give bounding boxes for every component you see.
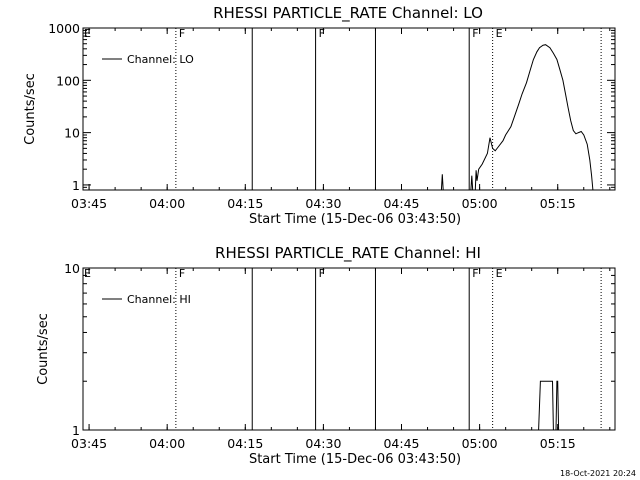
x-tick-label: 04:30 [305, 196, 341, 211]
lo-channel-panel: RHESSI PARTICLE_RATE Channel: LO F F F E E 0… [23, 4, 616, 227]
x-tick-label: 04:15 [227, 196, 263, 211]
lo-axis-ticks: 03:45 04:00 04:15 04:30 04:45 05:00 05:15 1 10 10… [48, 21, 615, 211]
chart-title: RHESSI PARTICLE_RATE Channel: HI [215, 244, 481, 263]
lo-marker-lines: F F F EE [84, 27, 602, 190]
x-tick-label: 05:00 [462, 196, 498, 211]
x-tick-label: 05:15 [540, 436, 576, 451]
y-tick-label: 1 [72, 178, 80, 193]
generated-timestamp: 18-Oct-2021 20:24 [560, 469, 636, 478]
series-line [440, 44, 594, 191]
event-flag-label: E [84, 27, 91, 40]
x-axis-label: Start Time (15-Dec-06 03:43:50) [249, 212, 461, 227]
hi-channel-panel: RHESSI PARTICLE_RATE Channel: HI F F F E E 0… [36, 244, 616, 467]
event-flag-label: F [319, 27, 325, 40]
x-tick-label: 05:15 [540, 196, 576, 211]
y-axis-label: Counts/sec [36, 313, 51, 385]
y-axis-label: Counts/sec [23, 73, 38, 145]
x-tick-label: 04:00 [149, 196, 185, 211]
x-tick-label: 04:45 [383, 196, 419, 211]
x-axis-label: Start Time (15-Dec-06 03:43:50) [249, 452, 461, 467]
x-tick-label: 03:45 [71, 436, 107, 451]
x-tick-label: 03:45 [71, 196, 107, 211]
y-tick-label: 1 [72, 423, 80, 438]
chart-title: RHESSI PARTICLE_RATE Channel: LO [213, 4, 483, 23]
event-flag-label: F [179, 27, 185, 40]
event-flag-label: F [472, 27, 478, 40]
x-tick-label: 05:00 [462, 436, 498, 451]
event-flag-label: F [319, 267, 325, 280]
legend: Channel: HI [102, 293, 191, 306]
legend-label: Channel: LO [127, 53, 194, 66]
hi-axis-ticks: 03:45 04:00 04:15 04:30 04:45 05:00 05:15 1 10 [64, 261, 615, 451]
y-tick-label: 10 [64, 261, 80, 276]
x-tick-label: 04:45 [383, 436, 419, 451]
x-tick-label: 04:00 [149, 436, 185, 451]
x-tick-label: 04:15 [227, 436, 263, 451]
y-tick-label: 10 [64, 126, 80, 141]
event-flag-label: F [472, 267, 478, 280]
lo-series [440, 44, 594, 191]
legend: Channel: LO [102, 53, 194, 66]
event-flag-label: E [496, 27, 503, 40]
x-tick-label: 04:30 [305, 436, 341, 451]
event-flag-label: E [84, 267, 91, 280]
event-flag-label: F [179, 267, 185, 280]
event-flag-label: E [496, 267, 503, 280]
legend-label: Channel: HI [127, 293, 191, 306]
y-tick-label: 1000 [48, 21, 80, 36]
hi-marker-lines: F F F EE [84, 267, 602, 430]
y-tick-label: 100 [56, 73, 80, 88]
